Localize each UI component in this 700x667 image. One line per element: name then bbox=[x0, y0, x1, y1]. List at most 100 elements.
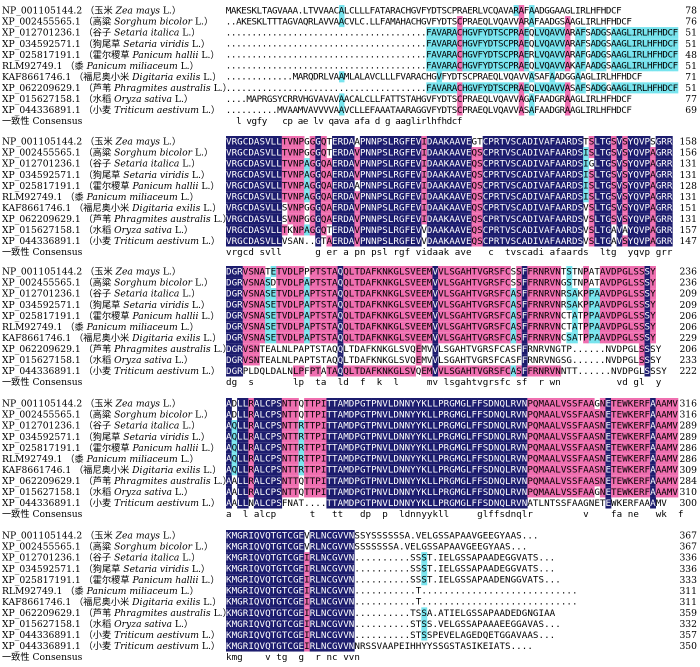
residue: Y bbox=[483, 28, 489, 39]
residue: . bbox=[344, 61, 350, 72]
residue: T bbox=[493, 61, 499, 72]
residue-cell bbox=[339, 5, 345, 17]
residue: T bbox=[380, 5, 386, 16]
residue: L bbox=[370, 16, 376, 27]
residue: S bbox=[585, 39, 591, 50]
sequence-label: NP_001105144.2 （玉米 Zea mays L.） bbox=[2, 5, 181, 17]
residue-cell bbox=[242, 235, 249, 247]
residue: A bbox=[406, 16, 412, 27]
residue: E bbox=[332, 147, 338, 158]
residue: G bbox=[601, 61, 607, 72]
residue-cell bbox=[487, 27, 494, 39]
species-latin: Panicum hallii bbox=[131, 443, 201, 454]
residue: R bbox=[338, 236, 344, 247]
residue-cell bbox=[487, 60, 494, 72]
residue-end-number: 209 bbox=[679, 289, 697, 300]
residue: V bbox=[318, 105, 324, 116]
residue: T bbox=[447, 105, 453, 116]
residue: . bbox=[406, 83, 412, 94]
residue: F bbox=[442, 72, 448, 83]
residue-cell bbox=[549, 60, 556, 72]
species-chinese: （小麦 bbox=[84, 497, 114, 509]
residue-cell bbox=[462, 38, 468, 50]
residue: A bbox=[503, 94, 509, 105]
residue-cell bbox=[575, 49, 581, 61]
species-chinese: （霍尔稷草 bbox=[84, 49, 133, 61]
sequence-label: XP_034592571.1 （狗尾草 Setaria viridis L.） bbox=[2, 431, 210, 443]
residue: S bbox=[382, 159, 388, 170]
residue-cell bbox=[642, 60, 648, 72]
residue: A bbox=[570, 105, 576, 116]
residue: . bbox=[339, 39, 345, 50]
residue: . bbox=[241, 72, 247, 83]
residue-cell bbox=[554, 49, 561, 61]
residue-cell bbox=[513, 5, 520, 17]
residue: L bbox=[359, 5, 365, 16]
residue: . bbox=[400, 50, 406, 61]
residue: V bbox=[555, 50, 561, 61]
residue: P bbox=[360, 225, 366, 236]
residue: P bbox=[377, 181, 383, 192]
residue: F bbox=[652, 83, 658, 94]
residue-cell bbox=[595, 49, 602, 61]
residue: S bbox=[259, 159, 265, 170]
residue: N bbox=[299, 236, 305, 247]
residue: T bbox=[326, 136, 332, 147]
residue: G bbox=[315, 159, 321, 170]
residue: Q bbox=[544, 61, 550, 72]
residue: A bbox=[282, 16, 288, 27]
residue: T bbox=[447, 94, 453, 105]
residue: L bbox=[375, 16, 381, 27]
residue-cell bbox=[309, 224, 316, 236]
residue: Q bbox=[321, 136, 327, 147]
residue: A bbox=[565, 83, 571, 94]
residue: . bbox=[282, 39, 288, 50]
residue: R bbox=[232, 192, 238, 203]
sequence-label: KAF8661746.1 （福尼奥小米 Digitaria exilis L.） bbox=[2, 202, 221, 214]
species-chinese: （黍 bbox=[65, 321, 86, 333]
residue-cell bbox=[590, 27, 597, 39]
residue: . bbox=[287, 61, 293, 72]
residue: L bbox=[276, 236, 282, 247]
residue: P bbox=[257, 94, 263, 105]
residue: . bbox=[262, 28, 268, 39]
consensus-residue: a bbox=[298, 116, 304, 127]
residue-cell bbox=[359, 136, 366, 148]
residue: L bbox=[590, 72, 596, 83]
residue-cell bbox=[657, 82, 663, 94]
residue-cell bbox=[270, 235, 277, 247]
residue: N bbox=[366, 136, 372, 147]
residue: D bbox=[662, 83, 668, 94]
residue-cell bbox=[276, 147, 283, 159]
residue: L bbox=[276, 147, 282, 158]
residue: F bbox=[405, 225, 411, 236]
residue: F bbox=[637, 72, 643, 83]
residue-cell bbox=[667, 38, 674, 50]
residue: G bbox=[310, 136, 316, 147]
residue: . bbox=[293, 61, 299, 72]
residue-cell bbox=[265, 224, 271, 236]
residue-end-number: 51 bbox=[685, 83, 697, 94]
residue: N bbox=[366, 192, 372, 203]
accession-id: XP_062209629.1 bbox=[2, 214, 84, 225]
residue-cell bbox=[348, 147, 355, 159]
residue: F bbox=[534, 94, 540, 105]
residue: L bbox=[276, 203, 282, 214]
sequence-label: XP_002455565.1 （高粱 Sorghum bicolor L.） bbox=[2, 277, 213, 289]
residue-cell bbox=[404, 202, 411, 214]
residue: . bbox=[359, 28, 365, 39]
residue-cell bbox=[343, 136, 350, 148]
consensus-residue: a bbox=[344, 116, 350, 127]
residue: A bbox=[534, 5, 540, 16]
residue: V bbox=[555, 61, 561, 72]
residue: C bbox=[668, 28, 674, 39]
residue-cell bbox=[518, 93, 525, 105]
residue: . bbox=[236, 72, 242, 83]
residue: N bbox=[366, 159, 372, 170]
residue: G bbox=[431, 72, 437, 83]
residue: A bbox=[349, 181, 355, 192]
residue: V bbox=[329, 16, 335, 27]
residue-cell bbox=[315, 213, 322, 225]
residue-cell bbox=[487, 82, 494, 94]
residue: P bbox=[377, 159, 383, 170]
